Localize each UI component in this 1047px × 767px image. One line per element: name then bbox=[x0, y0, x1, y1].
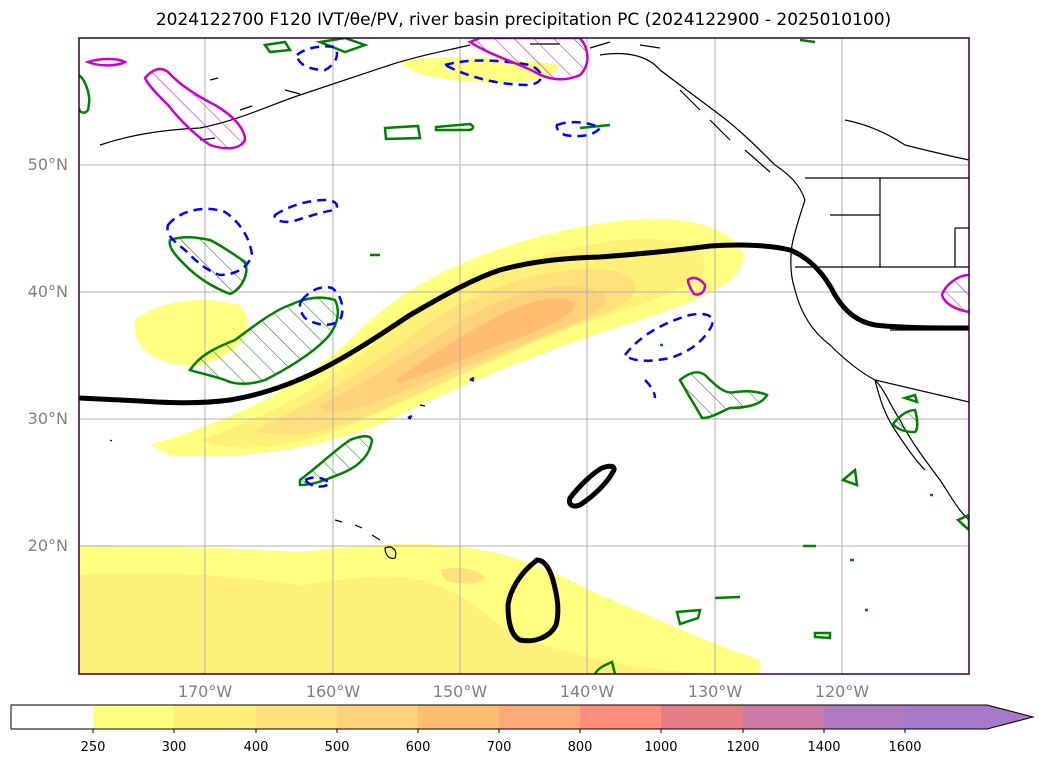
colorbar-segment bbox=[93, 705, 174, 729]
lat-label: 50°N bbox=[27, 155, 68, 174]
ivt-fill-600 bbox=[395, 298, 575, 383]
lon-label: 160°W bbox=[305, 682, 361, 701]
lon-label: 120°W bbox=[814, 682, 870, 701]
ivt-fill-300 bbox=[440, 567, 485, 584]
colorbar-tick-label: 250 bbox=[80, 740, 106, 755]
colorbar-segment bbox=[499, 705, 580, 729]
pv-negative-contours bbox=[166, 45, 714, 488]
lon-label: 170°W bbox=[177, 682, 233, 701]
lat-label: 20°N bbox=[27, 536, 68, 555]
colorbar bbox=[10, 704, 1035, 733]
colorbar-segment bbox=[418, 705, 499, 729]
lon-label: 130°W bbox=[687, 682, 743, 701]
colorbar-tick-label: 800 bbox=[567, 740, 593, 755]
colorbar-segment bbox=[580, 705, 661, 729]
lon-label: 140°W bbox=[559, 682, 615, 701]
colorbar-tick-label: 1600 bbox=[888, 740, 922, 755]
colorbar-segment bbox=[256, 705, 337, 729]
colorbar-segment bbox=[661, 705, 743, 729]
colorbar-tick-label: 1200 bbox=[726, 740, 760, 755]
map-frame bbox=[78, 37, 970, 675]
colorbar-segment bbox=[824, 705, 905, 729]
colorbar-segment bbox=[743, 705, 824, 729]
ivt-shading bbox=[79, 57, 760, 674]
colorbar-tick-label: 400 bbox=[243, 740, 269, 755]
colorbar-tick-label: 600 bbox=[405, 740, 431, 755]
colorbar-tick-label: 500 bbox=[324, 740, 350, 755]
colorbar-tick-label: 1000 bbox=[644, 740, 678, 755]
theta-e-contours bbox=[79, 242, 969, 644]
colorbar-segment bbox=[174, 705, 256, 729]
colorbar-segment bbox=[337, 705, 418, 729]
pv-positive-contours bbox=[79, 38, 969, 674]
pv-magenta-contours bbox=[84, 38, 969, 314]
chart-title: 2024122700 F120 IVT/θe/PV, river basin p… bbox=[155, 10, 892, 30]
lon-label: 150°W bbox=[432, 682, 488, 701]
colorbar-extend-arrow bbox=[905, 705, 1033, 729]
colorbar-tick-label: 300 bbox=[161, 740, 187, 755]
lat-label: 30°N bbox=[27, 409, 68, 428]
colorbar-tick-label: 1400 bbox=[807, 740, 841, 755]
ivt-fill-300 bbox=[79, 573, 720, 674]
colorbar-segment bbox=[11, 705, 93, 729]
colorbar-tick-label: 700 bbox=[486, 740, 512, 755]
lat-label: 40°N bbox=[27, 282, 68, 301]
